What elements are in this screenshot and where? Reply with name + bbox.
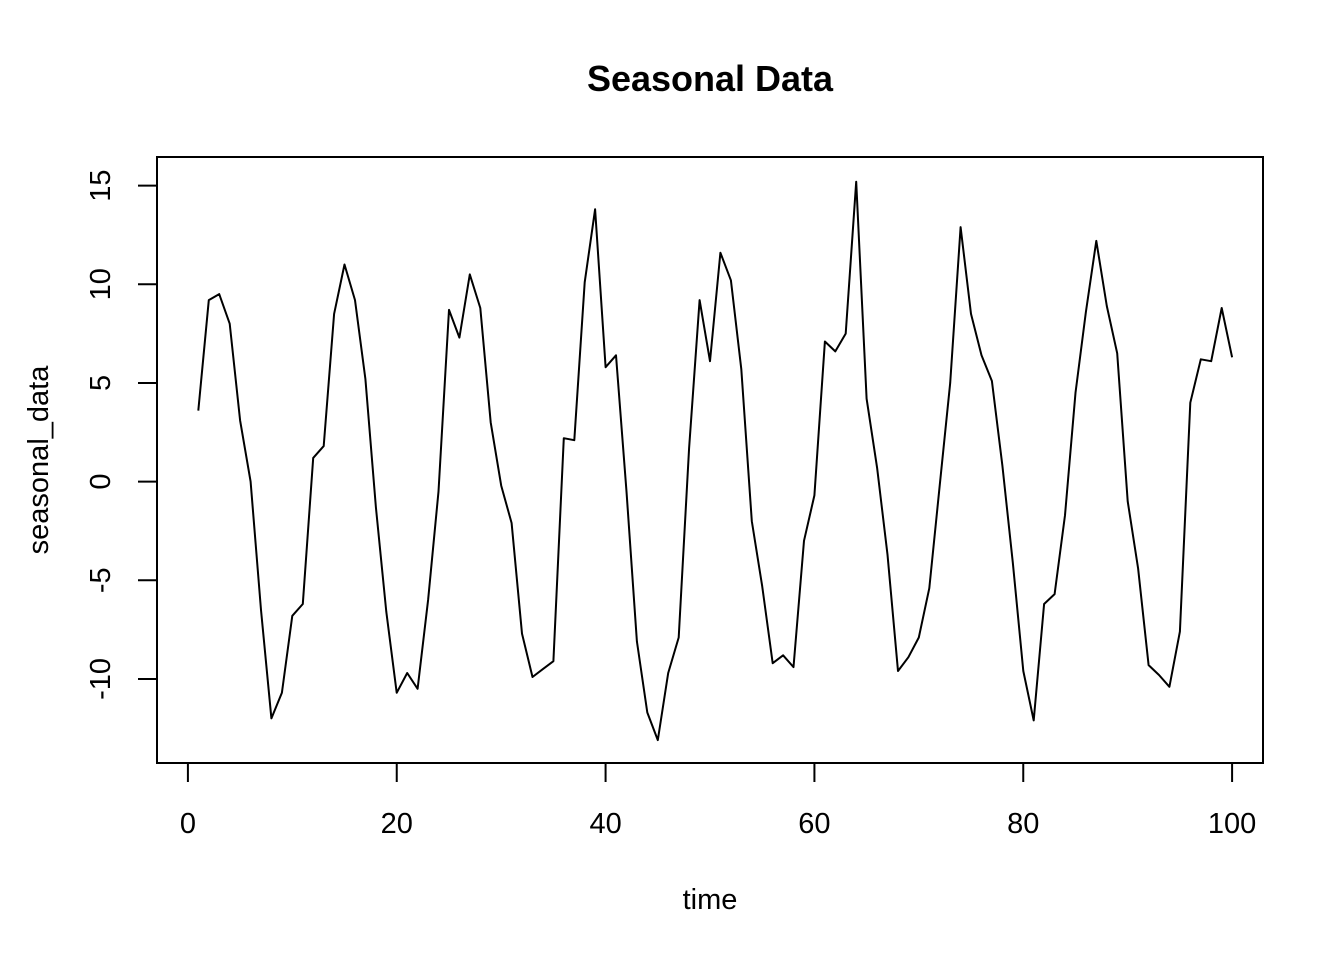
x-tick-label: 80 bbox=[1007, 808, 1039, 840]
y-tick-label: -10 bbox=[85, 658, 117, 700]
series-line bbox=[197, 180, 1234, 742]
y-axis: -10 -5 0 5 10 15 bbox=[85, 169, 158, 700]
x-tick-label: 0 bbox=[180, 808, 196, 840]
x-axis: 0 20 40 60 80 100 bbox=[180, 762, 1256, 840]
x-tick-label: 60 bbox=[798, 808, 830, 840]
y-tick-label: -5 bbox=[85, 567, 117, 593]
x-tick-label: 100 bbox=[1208, 808, 1256, 840]
y-tick-label: 0 bbox=[85, 474, 117, 490]
x-tick-label: 20 bbox=[381, 808, 413, 840]
chart-title: Seasonal Data bbox=[587, 58, 834, 99]
y-tick-label: 15 bbox=[85, 169, 117, 201]
x-axis-label: time bbox=[683, 884, 738, 916]
y-tick-label: 10 bbox=[85, 268, 117, 300]
y-axis-label: seasonal_data bbox=[23, 365, 55, 555]
y-tick-label: 5 bbox=[85, 375, 117, 391]
x-tick-label: 40 bbox=[589, 808, 621, 840]
